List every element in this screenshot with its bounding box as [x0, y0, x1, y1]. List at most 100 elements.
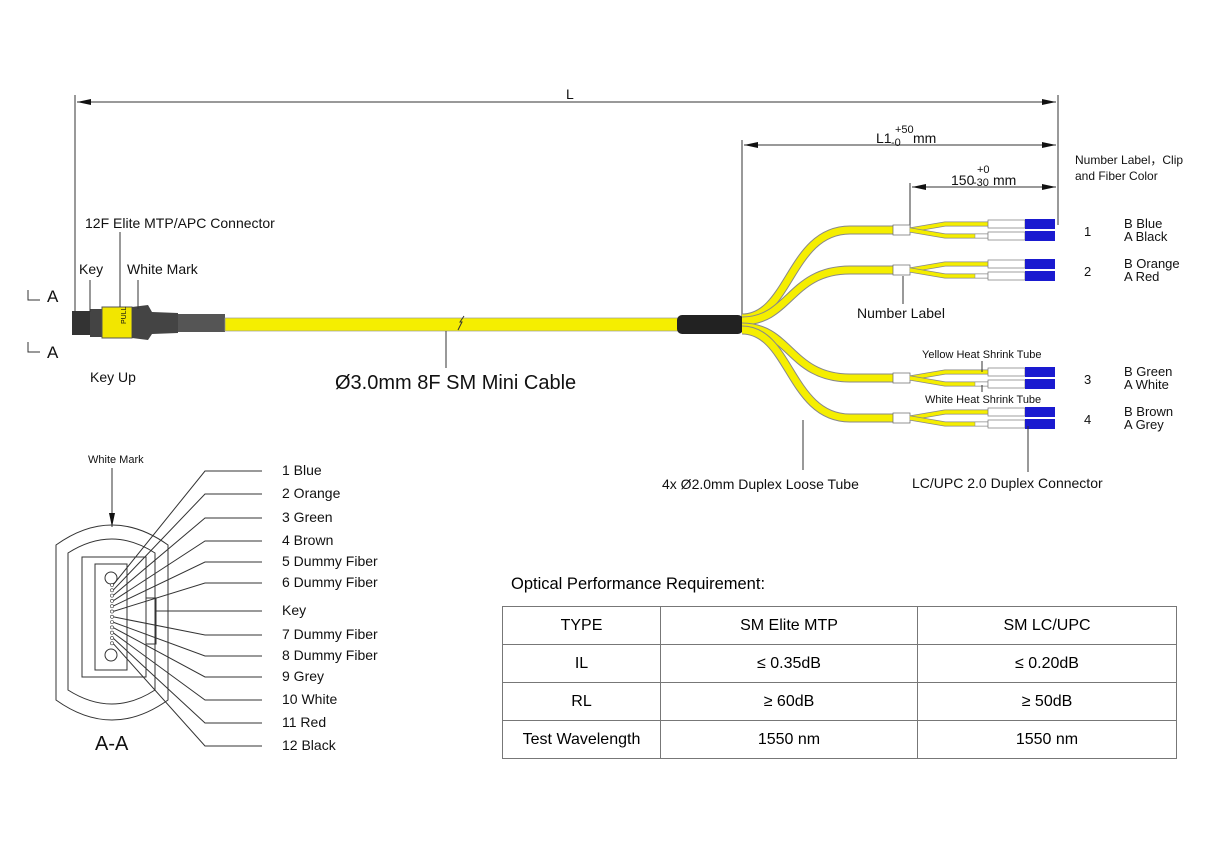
breakout-boot — [677, 315, 743, 334]
fiber-position: 1 Blue — [110, 462, 322, 587]
cell: ≤ 0.20dB — [917, 644, 1177, 683]
fiber-position: 6 Dummy Fiber — [110, 574, 378, 614]
number-label-sleeve — [892, 224, 911, 236]
number-label-sleeve — [892, 372, 911, 384]
white-tube-label: White Heat Shrink Tube — [925, 394, 1041, 406]
svg-text:A-A: A-A — [95, 733, 129, 755]
fiber-b-color: B Blue — [1124, 216, 1162, 231]
key-label: Key — [79, 261, 103, 277]
svg-text:mm: mm — [993, 172, 1016, 188]
cell: 1550 nm — [917, 720, 1177, 759]
table-title: Optical Performance Requirement: — [511, 575, 766, 593]
dimension-l: L — [74, 86, 1059, 320]
fiber-position: 3 Green — [110, 509, 333, 598]
fiber-position: 2 Orange — [110, 485, 341, 593]
svg-text:9 Grey: 9 Grey — [282, 668, 324, 684]
svg-text:L: L — [566, 86, 574, 102]
key-up-label: Key Up — [90, 369, 136, 385]
cell: ≥ 50dB — [917, 682, 1177, 721]
table-row: IL ≤ 0.35dB ≤ 0.20dB — [502, 644, 1177, 683]
lc-connector — [1025, 271, 1055, 281]
svg-text:mm: mm — [913, 130, 936, 146]
lc-connector — [1025, 407, 1055, 417]
fiber-position: 8 Dummy Fiber — [110, 620, 378, 663]
svg-text:+50: +50 — [895, 124, 914, 136]
leg-number: 2 — [1084, 264, 1091, 279]
leg-number: 4 — [1084, 412, 1091, 427]
cell: RL — [502, 682, 661, 721]
svg-text:+0: +0 — [977, 164, 990, 176]
lc-boot — [987, 219, 1026, 229]
number-label-callout: Number Label — [857, 305, 945, 321]
loose-tube-label: 4x Ø2.0mm Duplex Loose Tube — [662, 476, 859, 492]
yellow-tube-label: Yellow Heat Shrink Tube — [922, 349, 1041, 361]
lc-boot — [987, 419, 1026, 429]
svg-text:A: A — [47, 343, 59, 362]
header-mtp: SM Elite MTP — [660, 606, 918, 645]
svg-text:-30: -30 — [973, 177, 989, 189]
leg-number: 1 — [1084, 224, 1091, 239]
lc-connector — [1025, 419, 1055, 429]
cable-label: Ø3.0mm 8F SM Mini Cable — [335, 372, 576, 394]
clip-header: Number Label，Clip — [1075, 153, 1183, 167]
fiber-position: 4 Brown — [110, 532, 333, 603]
svg-text:11 Red: 11 Red — [282, 714, 326, 730]
svg-text:7 Dummy Fiber: 7 Dummy Fiber — [282, 626, 378, 642]
svg-text:150: 150 — [951, 172, 975, 188]
lc-connector — [1025, 367, 1055, 377]
table-row: Test Wavelength 1550 nm 1550 nm — [502, 720, 1177, 759]
fiber-a-color: A Black — [1124, 229, 1168, 244]
mtp-connector: PULL — [72, 305, 225, 340]
fiber-position: 9 Grey — [110, 625, 324, 684]
fiber-position: Key — [156, 602, 306, 618]
cell: 1550 nm — [660, 720, 918, 759]
svg-text:White Mark: White Mark — [88, 454, 144, 466]
cell: ≥ 60dB — [660, 682, 918, 721]
fiber-a-color: A White — [1124, 377, 1169, 392]
lc-boot — [987, 271, 1026, 281]
svg-text:10 White: 10 White — [282, 691, 337, 707]
svg-text:8 Dummy Fiber: 8 Dummy Fiber — [282, 647, 378, 663]
fiber-position: 10 White — [110, 630, 337, 707]
lc-connector — [1025, 259, 1055, 269]
svg-text:-0: -0 — [891, 137, 901, 149]
svg-text:L1: L1 — [876, 130, 892, 146]
table-header-row: TYPE SM Elite MTP SM LC/UPC — [502, 606, 1177, 645]
cell: Test Wavelength — [502, 720, 661, 759]
number-label-sleeve — [892, 264, 911, 276]
leg-number: 3 — [1084, 372, 1091, 387]
lc-boot — [987, 259, 1026, 269]
clip-header-2: and Fiber Color — [1075, 169, 1158, 183]
dimension-l1: L1 +50 -0 mm — [741, 124, 1056, 318]
performance-table: TYPE SM Elite MTP SM LC/UPC IL ≤ 0.35dB ≤ … — [502, 606, 1177, 759]
fiber-position: 11 Red — [110, 636, 326, 730]
main-cable — [224, 317, 681, 332]
lc-boot — [987, 379, 1026, 389]
fiber-position: 12 Black — [110, 641, 337, 753]
fiber-b-color: B Brown — [1124, 404, 1173, 419]
table-row: RL ≥ 60dB ≥ 50dB — [502, 682, 1177, 721]
fiber-a-color: A Grey — [1124, 417, 1164, 432]
header-type: TYPE — [502, 606, 661, 645]
svg-text:4 Brown: 4 Brown — [282, 532, 333, 548]
header-lc: SM LC/UPC — [917, 606, 1177, 645]
svg-text:1 Blue: 1 Blue — [282, 462, 322, 478]
lc-boot — [987, 407, 1026, 417]
lc-boot — [987, 367, 1026, 377]
lc-connector-label: LC/UPC 2.0 Duplex Connector — [912, 475, 1103, 491]
white-mark-label: White Mark — [127, 261, 199, 277]
svg-text:5 Dummy Fiber: 5 Dummy Fiber — [282, 553, 378, 569]
number-label-sleeve — [892, 412, 911, 424]
svg-text:A: A — [47, 287, 59, 306]
cell: IL — [502, 644, 661, 683]
dimension-150: 150 +0 -30 mm — [909, 164, 1056, 228]
cell: ≤ 0.35dB — [660, 644, 918, 683]
lc-connector — [1025, 379, 1055, 389]
fiber-a-color: A Red — [1124, 269, 1159, 284]
fiber-position: 7 Dummy Fiber — [110, 614, 378, 642]
section-marker: A A — [27, 287, 59, 362]
svg-text:2 Orange: 2 Orange — [282, 485, 341, 501]
